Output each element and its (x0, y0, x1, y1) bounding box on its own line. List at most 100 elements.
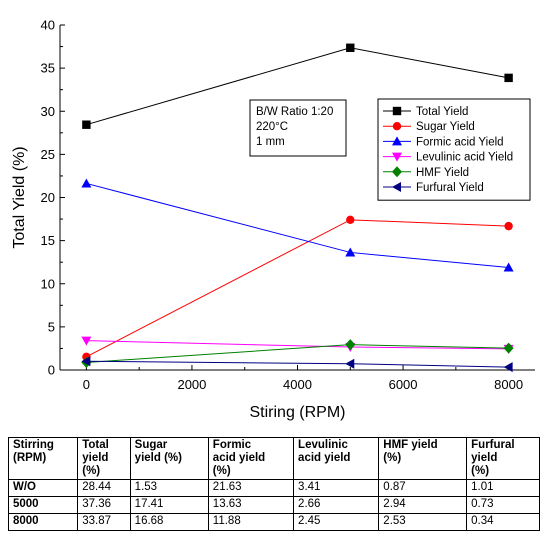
header-text-line: acid yield (298, 452, 351, 464)
data-point (503, 262, 514, 272)
legend-entry: Furfural Yield (416, 182, 484, 194)
legend-entry: Levulinic acid Yield (416, 152, 513, 164)
yield-data-table: Stirring (RPM) Total yield (%) Sugar yield (%)… (7, 437, 540, 531)
series-line-3 (86, 340, 509, 350)
table-header-cell: Total yield (%) (77, 437, 131, 480)
table-cell: 17.41 (129, 496, 209, 514)
legend-entry: HMF Yield (416, 167, 469, 179)
table-row: W/O 28.44 1.53 21.63 3.41 0.87 1.01 (7, 479, 540, 497)
x-tick-label: 6000 (389, 377, 418, 392)
data-point (503, 342, 514, 354)
table-cell: 21.63 (207, 479, 295, 497)
legend-marker (392, 152, 402, 162)
table-cell: 28.44 (77, 479, 131, 497)
legend-entry: Total Yield (416, 106, 468, 118)
table-cell: 1.53 (129, 479, 209, 497)
data-point (81, 356, 91, 367)
legend-marker (392, 136, 402, 146)
data-point (81, 336, 92, 346)
annotation-box (249, 99, 347, 157)
table-cell: 2.53 (378, 513, 468, 531)
y-tick-label: 30 (41, 104, 55, 119)
legend-marker (392, 166, 402, 178)
legend-marker (392, 106, 402, 116)
table-header-cell: Furfural yield (%) (466, 437, 540, 480)
table-cell: 2.94 (378, 496, 468, 514)
header-text-line: (%) (212, 465, 231, 477)
legend-entry: Sugar Yield (416, 121, 475, 133)
header-text-line: (%) (383, 452, 402, 464)
series-line-4 (86, 344, 509, 363)
row-header-cell: W/O (7, 479, 79, 497)
annotation-line: 220°C (256, 121, 288, 133)
header-text-line: (RPM) (13, 452, 47, 464)
table-cell: 0.87 (378, 479, 468, 497)
annotation-line: B/W Ratio 1:20 (256, 106, 333, 118)
legend-marker (392, 122, 402, 131)
table-cell: 0.34 (466, 513, 540, 531)
header-text-line: yield (471, 452, 498, 464)
y-tick-label: 20 (41, 190, 55, 205)
header-text-line: yield (%) (134, 452, 182, 464)
data-point (345, 358, 355, 369)
y-tick-label: 40 (41, 18, 55, 33)
table-cell: 2.45 (293, 513, 380, 531)
series-line-1 (86, 219, 509, 358)
data-point (346, 43, 355, 52)
data-point (504, 221, 513, 231)
table-cell: 3.41 (293, 479, 380, 497)
yield-line-chart: 0 5 10 15 20 25 30 35 40 0 2000 4000 6000 8000 Stiring… (11, 18, 535, 421)
header-text-line: acid yield (212, 452, 266, 464)
x-tick-label: 4000 (283, 377, 312, 392)
x-axis-label: Stiring (RPM) (249, 404, 345, 421)
table-header-cell: Formic acid yield (%) (207, 437, 295, 480)
header-text-line: (%) (82, 465, 101, 477)
header-text-line: Furfural (471, 439, 515, 451)
x-tick-label: 2000 (177, 377, 206, 392)
table-cell: 16.68 (129, 513, 209, 531)
data-point (345, 339, 356, 351)
y-axis-label: Total Yield (%) (11, 146, 28, 248)
y-tick-label: 35 (41, 61, 55, 76)
header-text-line: Levulinic (298, 439, 348, 451)
table-header-cell: Sugar yield (%) (129, 437, 209, 480)
data-point (346, 215, 355, 225)
data-point (82, 120, 91, 129)
row-header-cell: 8000 (7, 513, 79, 531)
header-text-line: Stirring (13, 439, 54, 451)
legend-marker (392, 182, 401, 192)
x-tick-label: 8000 (494, 377, 523, 392)
y-tick-label: 0 (48, 363, 55, 378)
table-cell: 37.36 (77, 496, 131, 514)
header-text-line: Formic (212, 439, 252, 451)
y-tick-label: 15 (41, 233, 55, 248)
header-text-line: HMF yield (383, 439, 438, 451)
row-header-cell: 5000 (7, 496, 79, 514)
legend-entry: Formic acid Yield (416, 136, 504, 148)
x-tick-label: 0 (83, 377, 90, 392)
table-cell: 11.88 (207, 513, 295, 531)
table-header-cell: Stirring (RPM) (7, 437, 79, 480)
table-header-cell: Levulinic acid yield (293, 437, 380, 480)
table-header-row: Stirring (RPM) Total yield (%) Sugar yield (%)… (7, 437, 540, 480)
data-point (504, 73, 513, 83)
table-cell: 2.66 (293, 496, 380, 514)
header-text-line: Total (82, 439, 109, 451)
data-point (503, 362, 513, 373)
header-text-line: Sugar (134, 439, 168, 451)
data-point (81, 178, 92, 188)
table-row: 5000 37.36 17.41 13.63 2.66 2.94 0.73 (7, 496, 540, 514)
table-cell: 33.87 (77, 513, 131, 531)
y-tick-label: 10 (41, 276, 55, 291)
annotation-line: 1 mm (256, 136, 285, 148)
header-text-line: (%) (471, 465, 490, 477)
table-cell: 1.01 (466, 479, 540, 497)
table-cell: 0.73 (466, 496, 540, 514)
data-point (345, 247, 356, 257)
table-cell: 13.63 (207, 496, 295, 514)
y-tick-label: 25 (41, 147, 55, 162)
legend-box (377, 98, 531, 201)
header-text-line: yield (82, 452, 109, 464)
table-header-cell: HMF yield (%) (378, 437, 468, 480)
y-tick-label: 5 (48, 319, 55, 334)
